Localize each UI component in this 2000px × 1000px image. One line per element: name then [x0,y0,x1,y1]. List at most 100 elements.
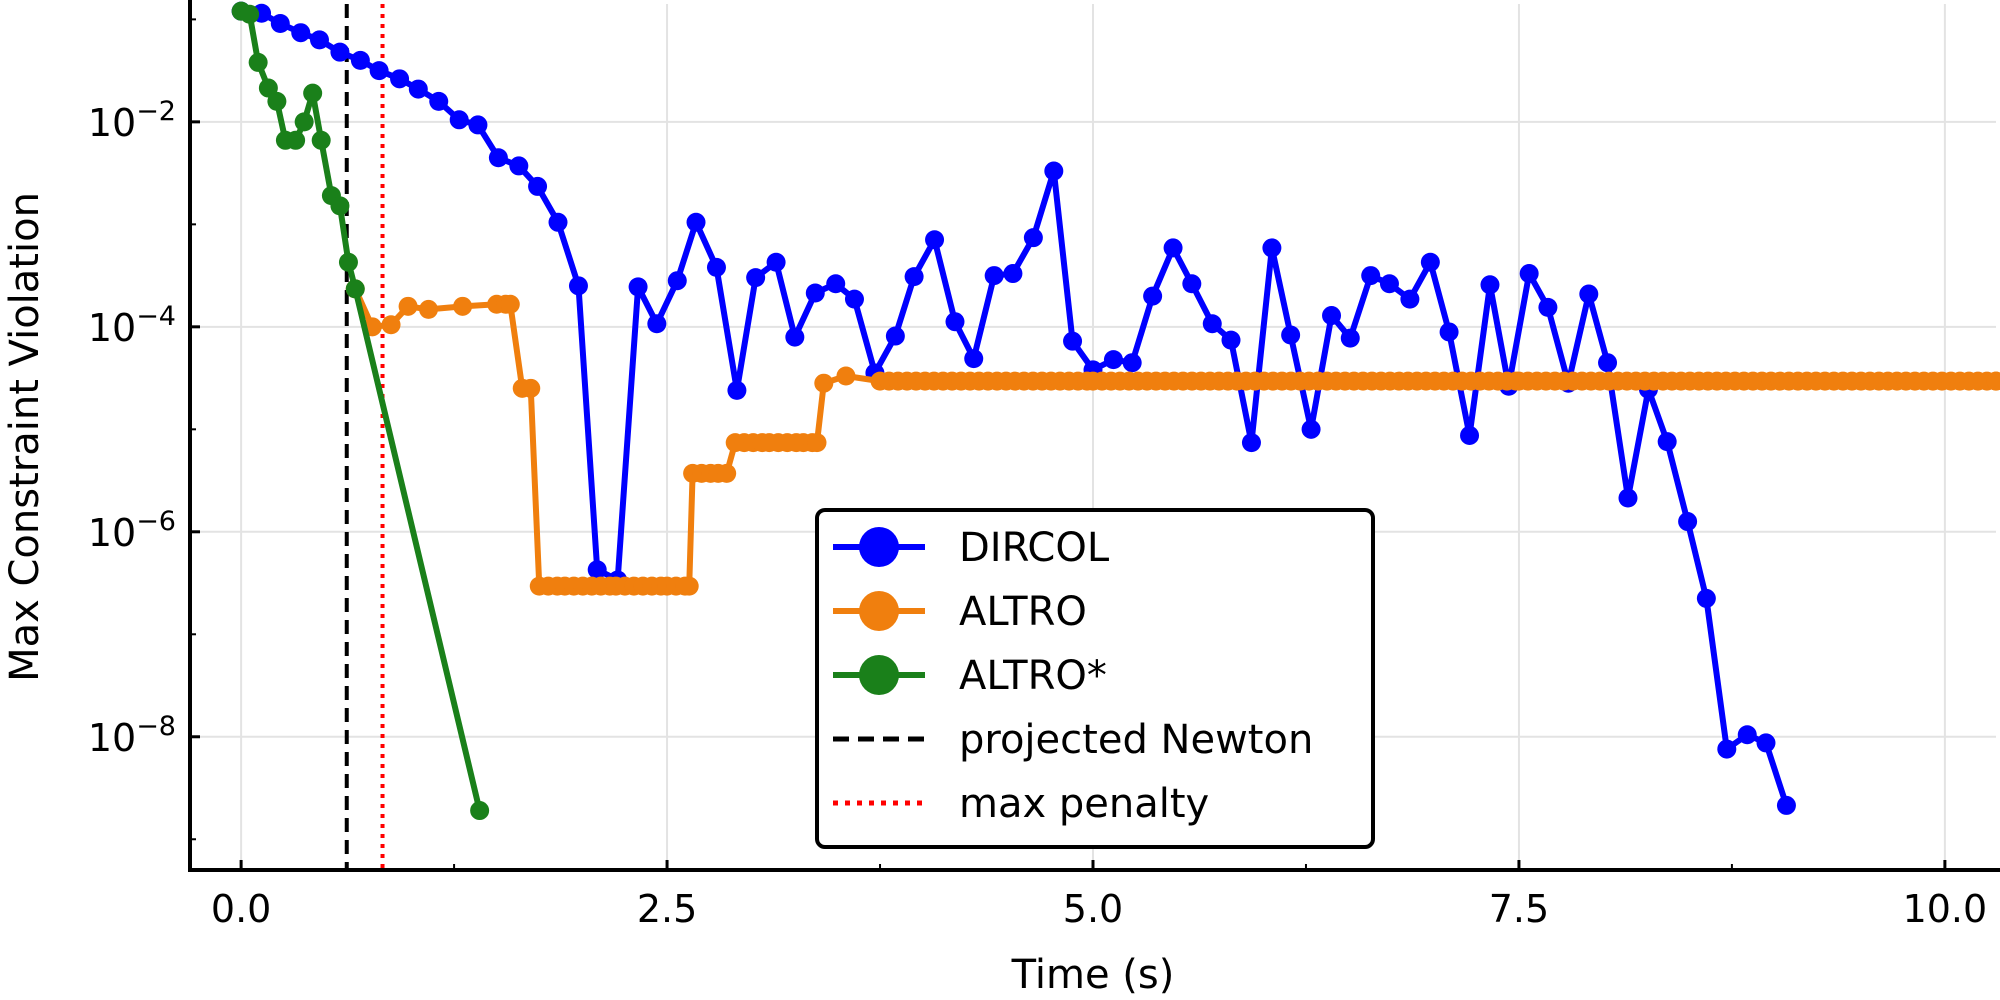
data-point [807,433,827,453]
legend-item: ALTRO [833,589,1087,635]
data-point [1717,739,1737,759]
data-point [294,112,314,132]
legend: DIRCOL ALTRO ALTRO* projected Newton max pen… [815,508,1375,849]
x-tick-label: 10.0 [1903,887,1988,931]
data-point [267,91,287,111]
data-point [1221,330,1241,350]
legend-swatch-marker [859,655,899,695]
data-point [338,252,358,272]
legend-box [815,508,1375,849]
data-point [1281,325,1301,345]
data-point [766,252,786,272]
data-point [1340,328,1360,348]
data-point [1400,289,1420,309]
data-point [468,115,488,135]
data-point [746,268,766,288]
series-line [240,8,483,812]
reference-lines [344,4,385,870]
data-point [1538,297,1558,317]
data-point [727,380,747,400]
data-point [647,314,667,334]
data-point [1737,725,1757,745]
data-point [330,42,350,62]
data-point [1023,228,1043,248]
data-point [1202,314,1222,334]
data-point [311,130,331,150]
legend-label: ALTRO [959,589,1087,635]
data-point [587,560,607,580]
data-point [1379,274,1399,294]
data-point [1063,331,1083,351]
data-point [1986,371,2000,391]
data-point [1241,433,1261,453]
data-point [429,91,449,111]
data-point [628,277,648,297]
data-point [1182,274,1202,294]
data-point [240,4,260,24]
data-point [453,296,473,316]
data-point [1420,252,1440,272]
data-point [1163,238,1183,258]
data-point [836,366,856,386]
data-point [1122,353,1142,373]
data-point [1322,306,1342,326]
data-point [1262,238,1282,258]
data-point [1044,161,1064,181]
x-tick-label: 5.0 [1063,887,1123,931]
data-point [1439,322,1459,342]
data-point [686,212,706,232]
data-point [1657,432,1677,452]
data-point [1460,425,1480,445]
data-point [1696,588,1716,608]
data-point [1519,264,1539,284]
x-tick-label: 2.5 [637,887,697,931]
data-point [1618,488,1638,508]
series-altro-star [231,1,490,821]
data-point [1598,353,1618,373]
legend-item: projected Newton [833,717,1313,763]
data-point [398,296,418,316]
data-point [291,23,311,43]
data-point [488,148,508,168]
y-tick-label: 10−2 [88,96,176,145]
axes: 0.0 2.5 5.0 7.5 10.0 10−2 10−4 10−6 10−8 [88,0,2000,931]
legend-swatch-marker [859,591,899,631]
data-point [925,230,945,250]
y-tick-label: 10−4 [88,301,176,350]
legend-label: projected Newton [959,717,1313,763]
data-point [286,130,306,150]
data-point [419,299,439,319]
data-point [1103,350,1123,370]
y-tick-label: 10−6 [88,506,176,555]
data-point [470,801,490,821]
legend-swatch-marker [859,527,899,567]
y-tick-label: 10−8 [88,711,176,760]
data-point [1143,286,1163,306]
data-point [500,294,520,314]
data-point [1776,795,1796,815]
data-point [814,373,834,393]
data-point [330,196,350,216]
legend-item: DIRCOL [833,525,1110,571]
data-point [717,463,737,483]
x-tick-label: 7.5 [1489,887,1549,931]
data-point [904,267,924,287]
data-point [1003,264,1023,284]
legend-label: max penalty [959,781,1209,827]
x-tick-label: 0.0 [211,887,271,931]
data-point [679,576,699,596]
data-point [805,283,825,303]
data-point [1361,266,1381,286]
data-point [309,30,329,50]
data-point [509,156,529,176]
x-axis-label: Time (s) [1011,952,1175,998]
data-point [548,212,568,232]
data-point [667,271,687,291]
data-point [381,315,401,335]
legend-item: max penalty [833,781,1209,827]
data-point [528,176,548,196]
data-point [345,279,365,299]
data-point [1301,419,1321,439]
data-point [521,378,541,398]
